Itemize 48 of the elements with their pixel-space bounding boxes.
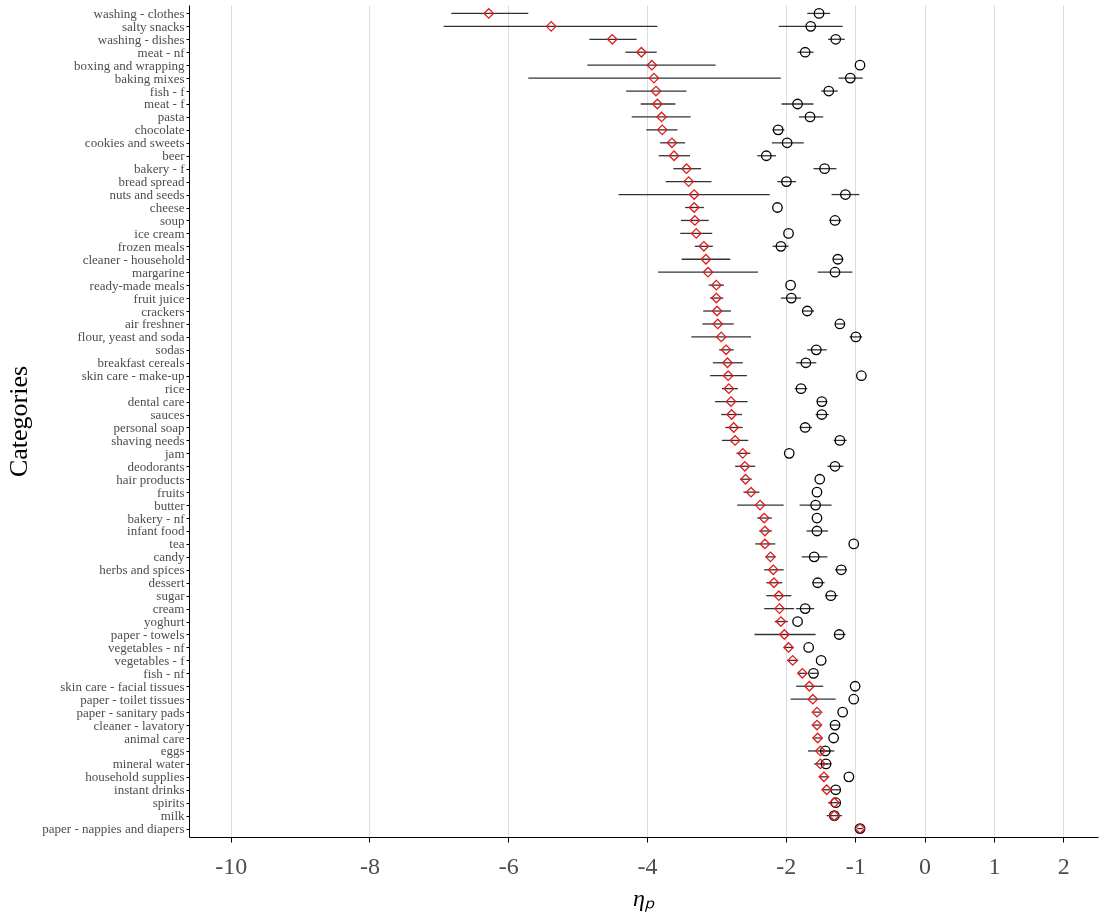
x-axis-title: ηₚ xyxy=(633,884,655,912)
x-tick-label: 2 xyxy=(1057,852,1070,879)
y-tick-label: margarine xyxy=(132,264,185,280)
x-tick-label: -1 xyxy=(845,852,866,879)
y-tick-label: fruit juice xyxy=(133,290,185,306)
y-tick-label: beer xyxy=(162,148,186,164)
y-tick-label: soup xyxy=(159,212,185,228)
x-tick-label: -6 xyxy=(498,852,519,879)
y-tick-label: cleaner - household xyxy=(82,251,185,267)
y-tick-label: skin care - facial tissues xyxy=(60,678,185,694)
y-tick-label: milk xyxy=(160,808,185,824)
y-tick-label: skin care - make-up xyxy=(81,368,185,384)
y-tick-label: candy xyxy=(153,549,185,565)
y-tick-label: flour, yeast and soda xyxy=(77,329,185,345)
y-tick-label: breakfast cereals xyxy=(97,355,185,371)
y-tick-label: bakery - f xyxy=(133,161,186,177)
y-tick-label: bakery - nf xyxy=(127,510,186,526)
y-tick-label: fruits xyxy=(157,484,185,500)
y-tick-label: butter xyxy=(154,497,186,513)
y-tick-label: meat - f xyxy=(144,96,186,112)
x-tick-label: -4 xyxy=(637,852,658,879)
y-tick-label: cookies and sweets xyxy=(84,135,185,151)
y-tick-label: jam xyxy=(164,445,185,461)
y-tick-label: washing - clothes xyxy=(93,5,185,21)
x-tick-label: 0 xyxy=(919,852,932,879)
y-tick-label: air freshner xyxy=(124,316,186,332)
x-tick-label: -8 xyxy=(359,852,380,879)
y-tick-label: sodas xyxy=(155,342,185,358)
y-tick-label: fish - nf xyxy=(143,665,186,681)
y-tick-label: paper - nappies and diapers xyxy=(42,821,185,837)
x-tick-label: 1 xyxy=(988,852,1001,879)
y-tick-label: cheese xyxy=(149,200,185,215)
y-tick-label: tea xyxy=(169,536,185,552)
x-tick-label: -10 xyxy=(215,852,248,879)
y-tick-label: eggs xyxy=(160,743,185,759)
y-tick-label: dental care xyxy=(127,394,185,410)
y-tick-label: fish - f xyxy=(149,83,186,99)
y-tick-label: pasta xyxy=(157,109,185,125)
y-tick-label: hair products xyxy=(116,471,185,487)
y-tick-label: paper - toilet tissues xyxy=(80,691,185,707)
x-tick-label: -2 xyxy=(776,852,797,879)
y-tick-label: sugar xyxy=(156,588,186,604)
y-axis-title: Categories xyxy=(4,365,34,478)
y-tick-label: boxing and wrapping xyxy=(74,57,185,73)
y-tick-label: frozen meals xyxy=(117,238,185,254)
y-tick-label: yoghurt xyxy=(144,614,185,630)
y-tick-label: household supplies xyxy=(85,769,185,785)
y-tick-label: spirits xyxy=(152,795,185,811)
